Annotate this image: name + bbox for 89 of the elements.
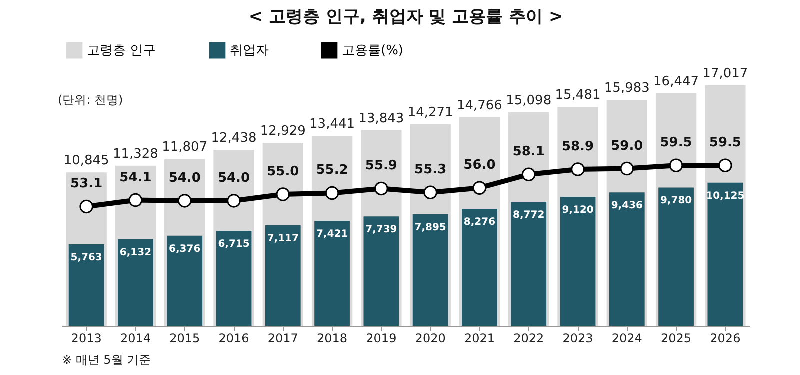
point bbox=[325, 186, 340, 200]
x-tick-label: 2018 bbox=[317, 332, 348, 346]
data-label: 13,441 bbox=[310, 116, 356, 132]
data-label: 15,098 bbox=[506, 94, 552, 109]
data-label: 54.0 bbox=[218, 170, 250, 186]
x-tick-label: 2025 bbox=[661, 332, 692, 346]
bar bbox=[609, 192, 645, 326]
x-tick-label: 2024 bbox=[612, 332, 642, 346]
data-label: 55.3 bbox=[414, 162, 447, 178]
x-tick-label: 2015 bbox=[170, 332, 200, 346]
bar bbox=[708, 182, 744, 326]
data-label: 7,117 bbox=[267, 233, 299, 244]
text: ※ 매년 5월 기준 bbox=[62, 352, 152, 369]
data-label: 55.9 bbox=[365, 158, 398, 174]
x-tick-label: 2020 bbox=[415, 332, 446, 346]
data-label: 5,763 bbox=[70, 252, 102, 264]
bar bbox=[216, 231, 252, 326]
data-label: 56.0 bbox=[464, 158, 496, 174]
legend-label: 고용률(%) bbox=[342, 44, 404, 59]
data-label: 14,271 bbox=[408, 105, 454, 120]
data-label: 7,895 bbox=[414, 222, 446, 234]
data-label: 58.9 bbox=[562, 139, 594, 154]
data-label: 54.1 bbox=[120, 170, 152, 186]
legend-label: 고령층 인구 bbox=[87, 44, 156, 59]
data-label: 53.1 bbox=[70, 176, 103, 192]
x-tick-label: 2013 bbox=[71, 332, 102, 346]
x-tick-label: 2016 bbox=[218, 332, 250, 346]
data-label: 7,739 bbox=[366, 224, 398, 236]
point bbox=[718, 158, 732, 172]
data-label: 55.2 bbox=[316, 163, 348, 178]
data-label: 55.0 bbox=[267, 164, 300, 180]
data-label: 15,481 bbox=[555, 88, 601, 104]
bar bbox=[167, 236, 203, 326]
point bbox=[276, 188, 290, 202]
point bbox=[374, 182, 388, 196]
bar bbox=[265, 225, 301, 326]
data-label: 8,276 bbox=[464, 217, 496, 228]
data-label: 13,843 bbox=[358, 111, 404, 126]
data-label: 12,929 bbox=[260, 124, 306, 140]
data-label: 6,715 bbox=[218, 239, 250, 250]
data-label: 15,983 bbox=[604, 81, 650, 96]
point bbox=[472, 181, 487, 195]
annotation: (단위: 천명) bbox=[58, 92, 124, 109]
data-label: 11,807 bbox=[162, 140, 208, 156]
legend-label: 취업자 bbox=[230, 44, 269, 59]
data-label: 14,766 bbox=[456, 98, 502, 114]
bar bbox=[314, 221, 350, 326]
data-label: 9,436 bbox=[611, 200, 643, 212]
x-tick-label: 2017 bbox=[268, 332, 298, 346]
point bbox=[669, 158, 684, 172]
data-label: 12,438 bbox=[211, 131, 257, 146]
x-tick-label: 2021 bbox=[464, 332, 495, 346]
x-tick-label: 2022 bbox=[514, 332, 544, 346]
data-label: 11,328 bbox=[112, 146, 158, 162]
bar bbox=[118, 239, 154, 326]
x-tick-label: 2019 bbox=[366, 332, 397, 346]
data-label: 9,120 bbox=[562, 205, 594, 216]
data-label: 58.1 bbox=[512, 144, 545, 160]
point bbox=[571, 162, 585, 176]
point bbox=[227, 194, 241, 208]
data-label: 9,780 bbox=[660, 196, 692, 207]
point bbox=[178, 194, 192, 208]
data-label: 10,845 bbox=[64, 154, 110, 169]
point bbox=[522, 168, 536, 182]
bar bbox=[560, 197, 596, 326]
data-label: 8,772 bbox=[513, 210, 545, 221]
data-label: 16,447 bbox=[654, 74, 700, 90]
bar bbox=[511, 202, 547, 326]
x-tick-label: 2014 bbox=[120, 332, 151, 346]
data-label: 59.5 bbox=[709, 136, 742, 151]
chart-title: < 고령층 인구, 취업자 및 고용률 추이 > bbox=[248, 7, 564, 27]
data-label: 59.0 bbox=[611, 138, 644, 154]
bar bbox=[462, 209, 498, 326]
data-label: 7,421 bbox=[316, 229, 348, 240]
x-tick-label: 2023 bbox=[562, 332, 594, 346]
point bbox=[128, 193, 143, 208]
point bbox=[620, 162, 634, 176]
bar bbox=[68, 244, 104, 326]
data-label: 17,017 bbox=[702, 66, 748, 82]
data-label: 6,132 bbox=[120, 247, 152, 258]
bar bbox=[412, 214, 448, 326]
data-label: 59.5 bbox=[660, 136, 692, 151]
data-label: 54.0 bbox=[168, 170, 201, 186]
x-tick-label: 2026 bbox=[710, 332, 741, 346]
data-label: 6,376 bbox=[169, 244, 201, 255]
bar bbox=[364, 216, 400, 326]
bar bbox=[658, 188, 694, 326]
point bbox=[424, 186, 438, 200]
point bbox=[80, 200, 94, 214]
